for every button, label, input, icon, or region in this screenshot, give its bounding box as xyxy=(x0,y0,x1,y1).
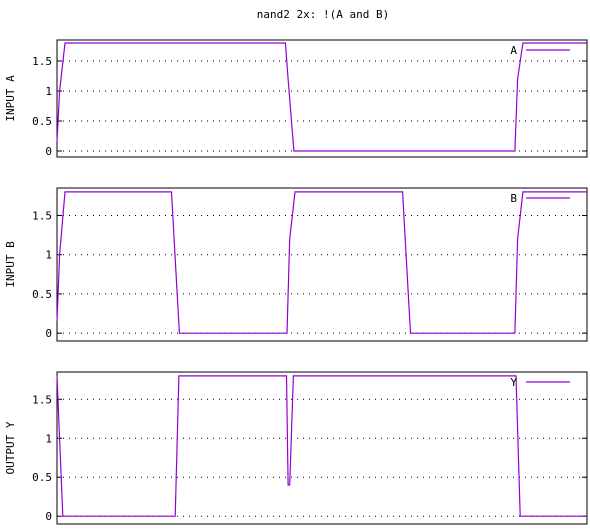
y-tick-label: 0 xyxy=(45,327,52,340)
y-tick-label: 1.5 xyxy=(32,209,52,222)
panel-2: 0 0.5 1 1.5 INPUT B B xyxy=(4,187,588,342)
y-tick-label: 1.5 xyxy=(32,393,52,406)
chart-panels: 0 0.5 1 1.5 INPUT A A 0 0.5 1 1.5 INPUT B B 0 0.5 1 1.5… xyxy=(4,39,588,525)
y-tick-label: 0.5 xyxy=(32,115,52,128)
y-axis-label: OUTPUT Y xyxy=(4,421,17,474)
y-axis-label: INPUT B xyxy=(4,241,17,288)
plot-frame xyxy=(56,187,588,342)
y-tick-label: 0.5 xyxy=(32,288,52,301)
series-line-b xyxy=(56,191,587,334)
panel-1: 0 0.5 1 1.5 INPUT A A xyxy=(4,39,588,158)
legend-label: B xyxy=(510,192,517,205)
y-tick-label: 1.5 xyxy=(32,55,52,68)
series-line-a xyxy=(56,42,587,152)
plot-frame xyxy=(56,39,588,158)
y-tick-label: 0 xyxy=(45,145,52,158)
panel-3: 0 0.5 1 1.5 OUTPUT Y Y xyxy=(4,371,588,525)
legend-label: Y xyxy=(510,376,517,389)
y-tick-label: 0 xyxy=(45,510,52,523)
y-tick-label: 0.5 xyxy=(32,471,52,484)
plot-frame xyxy=(56,371,588,525)
y-tick-label: 1 xyxy=(45,249,52,262)
y-axis-label: INPUT A xyxy=(4,75,17,122)
y-tick-label: 1 xyxy=(45,432,52,445)
legend-label: A xyxy=(510,44,517,57)
series-line-y xyxy=(56,375,587,517)
chart-title: nand2 2x: !(A and B) xyxy=(257,8,389,21)
y-tick-label: 1 xyxy=(45,85,52,98)
